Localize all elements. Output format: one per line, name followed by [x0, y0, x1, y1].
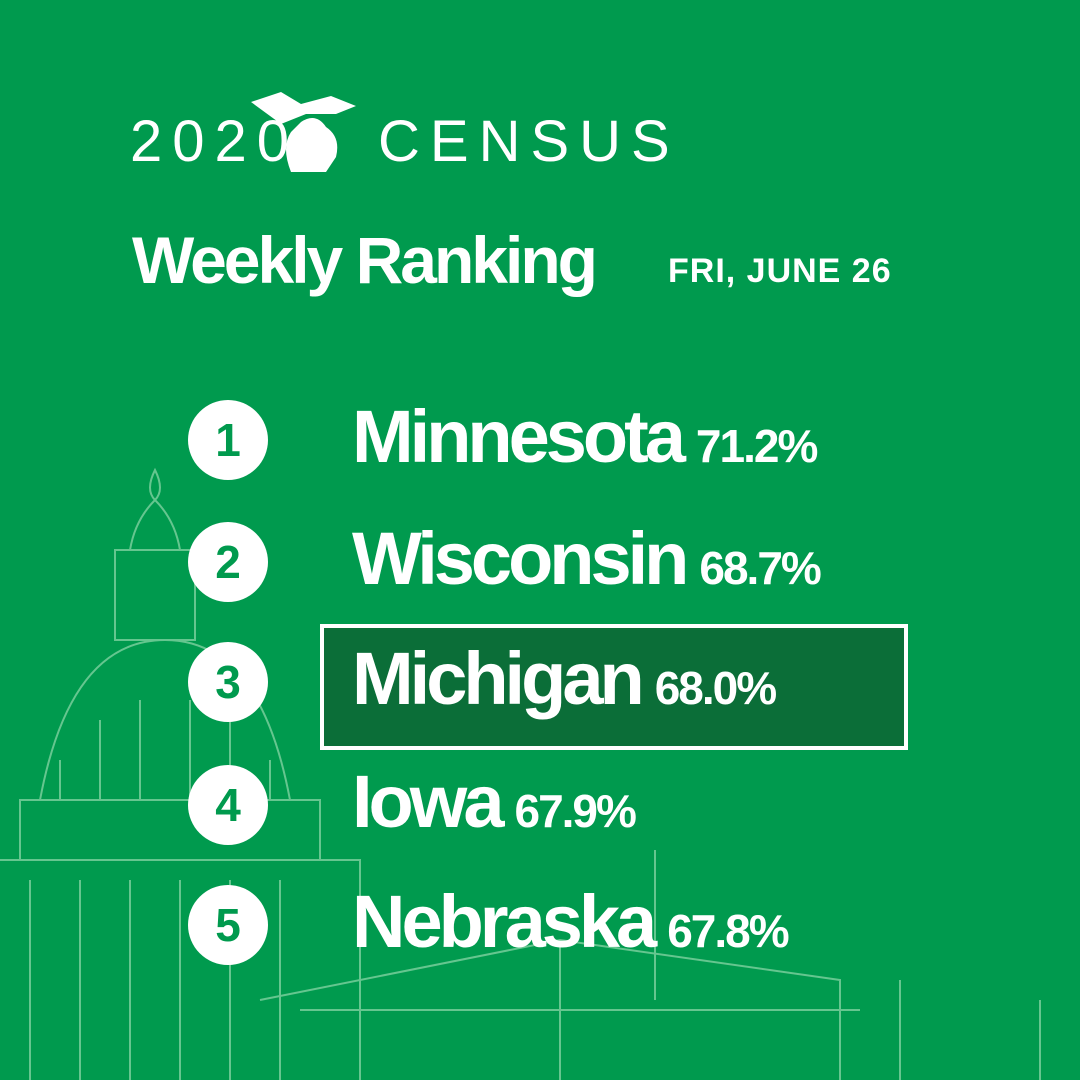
- ranking-row: 5 Nebraska 67.8%: [0, 865, 1080, 985]
- state-row: Wisconsin 68.7%: [352, 516, 822, 601]
- logo-word: CENSUS: [378, 109, 680, 174]
- response-rate: 67.8%: [667, 905, 789, 957]
- state-name: Minnesota: [352, 395, 686, 478]
- state-name: Iowa: [352, 760, 504, 843]
- state-row: Michigan 68.0%: [352, 636, 777, 721]
- highlight-box: [320, 624, 908, 750]
- response-rate: 68.0%: [654, 662, 777, 714]
- state-row: Nebraska 67.8%: [352, 879, 790, 964]
- response-rate: 68.7%: [699, 542, 821, 594]
- response-rate: 67.9%: [514, 785, 636, 837]
- ranking-row: 2 Wisconsin 68.7%: [0, 502, 1080, 622]
- ranking-row: 3 Michigan 68.0%: [0, 622, 1080, 750]
- rank-badge: 5: [188, 885, 268, 965]
- state-row: Iowa 67.9%: [352, 759, 637, 844]
- rank-badge: 3: [188, 642, 268, 722]
- rank-badge: 2: [188, 522, 268, 602]
- michigan-icon: [251, 92, 356, 172]
- title: Weekly Ranking: [132, 223, 598, 297]
- date: FRI, JUNE 26: [668, 252, 892, 290]
- response-rate: 71.2%: [695, 420, 818, 472]
- logo-year: 2020: [130, 109, 300, 174]
- state-name: Nebraska: [352, 880, 657, 963]
- rank-badge: 1: [188, 400, 268, 480]
- state-name: Michigan: [352, 637, 645, 720]
- ranking-row: 1 Minnesota 71.2%: [0, 380, 1080, 500]
- ranking-row: 4 Iowa 67.9%: [0, 745, 1080, 865]
- state-name: Wisconsin: [352, 517, 689, 600]
- rank-badge: 4: [188, 765, 268, 845]
- state-row: Minnesota 71.2%: [352, 394, 818, 479]
